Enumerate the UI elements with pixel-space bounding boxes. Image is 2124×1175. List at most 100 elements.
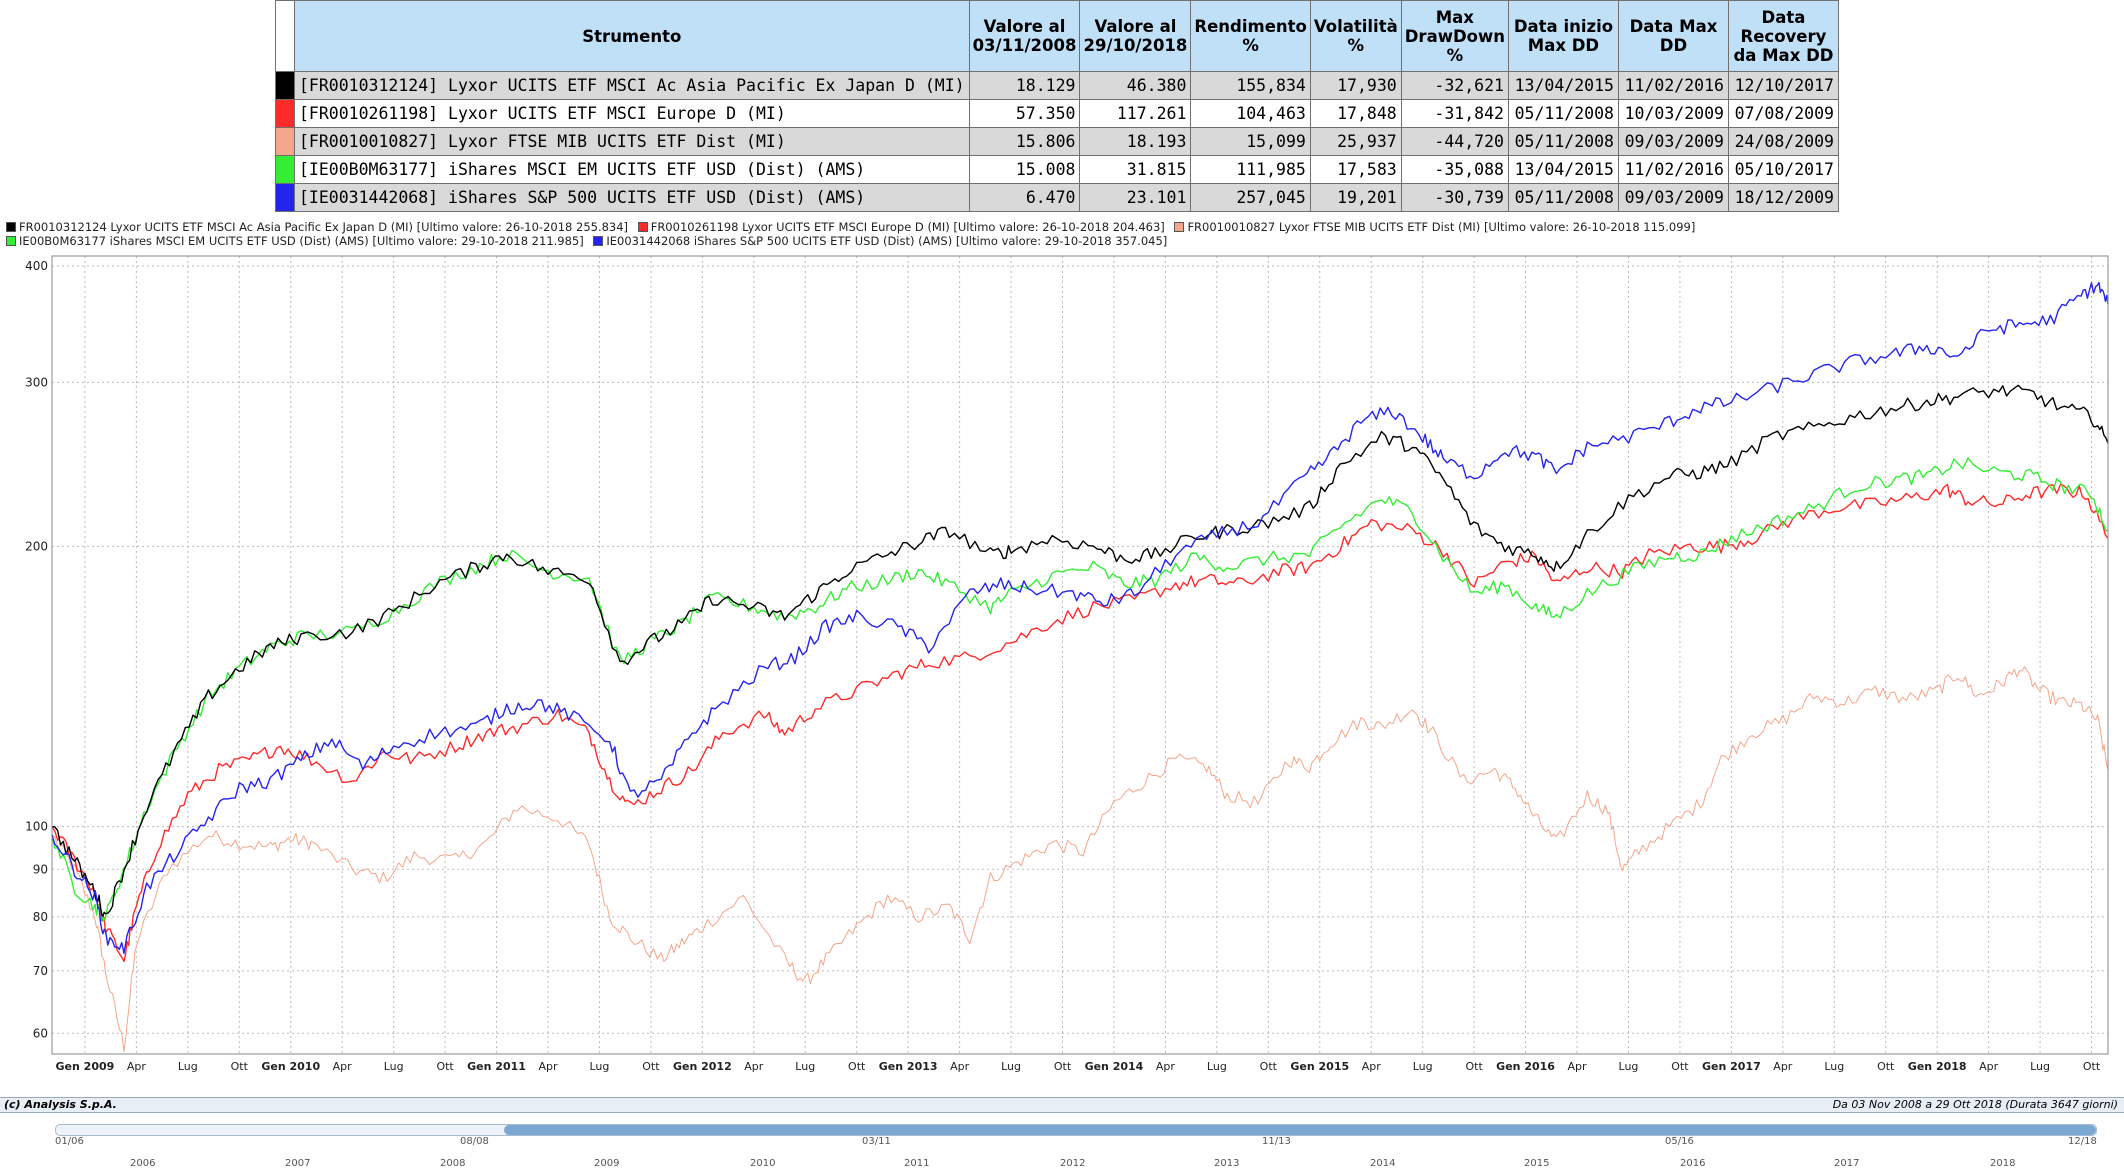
chart-legend: FR0010312124 Lyxor UCITS ETF MSCI Ac Asi… xyxy=(6,220,2116,248)
header-value-start[interactable]: Valore al 03/11/2008 xyxy=(968,0,1081,72)
row-swatch-cell xyxy=(275,99,295,128)
row-maxdd: -32,621 xyxy=(1400,71,1509,100)
y-tick-label: 200 xyxy=(25,539,48,553)
row-maxdd: -35,088 xyxy=(1400,155,1509,184)
row-volatility: 17,583 xyxy=(1309,155,1402,184)
x-tick-label: Apr xyxy=(744,1060,764,1073)
x-tick-label: Lug xyxy=(1001,1060,1021,1073)
x-tick-label: Lug xyxy=(1619,1060,1639,1073)
x-tick-label: Ott xyxy=(436,1060,454,1073)
x-tick-label: Apr xyxy=(1362,1060,1382,1073)
header-volatility[interactable]: Volatilità% xyxy=(1309,0,1402,72)
row-recovery: 12/10/2017 xyxy=(1727,71,1839,100)
chart-series xyxy=(51,281,2109,1053)
legend-entry[interactable]: IE0031442068 iShares S&P 500 UCITS ETF U… xyxy=(593,234,1167,248)
timeline-year-label: 2015 xyxy=(1524,1158,1550,1169)
legend-entry[interactable]: FR0010010827 Lyxor FTSE MIB UCITS ETF Di… xyxy=(1174,220,1695,234)
summary-table: Strumento Valore al 03/11/2008 Valore al 2… xyxy=(275,0,1839,212)
header-dd-start-line1: Data inizio xyxy=(1513,17,1614,36)
timeline-scrollbar[interactable] xyxy=(55,1124,2097,1136)
series-line[interactable] xyxy=(51,281,2109,955)
y-tick-label: 100 xyxy=(25,820,48,834)
timeline-year-label: 2012 xyxy=(1060,1158,1086,1169)
x-tick-label: Ott xyxy=(642,1060,660,1073)
series-line[interactable] xyxy=(51,666,2109,1053)
row-value-end: 46.380 xyxy=(1079,71,1192,100)
header-dd-date-line2: DD xyxy=(1659,36,1688,55)
table-row[interactable]: [IE00B0M63177] iShares MSCI EM UCITS ETF… xyxy=(275,155,1839,184)
plot-frame xyxy=(51,255,2109,1055)
x-axis: Gen 2009 Apr Lug Ott Gen 2010 Apr Lug Ott Gen 20… xyxy=(56,1060,2101,1073)
x-tick-label: Lug xyxy=(795,1060,815,1073)
y-tick-label: 70 xyxy=(33,964,48,978)
legend-entry[interactable]: FR0010312124 Lyxor UCITS ETF MSCI Ac Asi… xyxy=(6,220,628,234)
timeline-year-label: 2014 xyxy=(1370,1158,1396,1169)
x-tick-label: Ott xyxy=(1054,1060,1072,1073)
header-value-end[interactable]: Valore al 29/10/2018 xyxy=(1079,0,1192,72)
timeline-date-label: 11/13 xyxy=(1262,1136,1291,1147)
x-tick-label: Gen 2014 xyxy=(1085,1060,1144,1073)
y-axis: 400 300 200 100 90 80 70 60 xyxy=(25,259,48,1040)
series-line[interactable] xyxy=(51,483,2109,963)
header-maxdd-line1: Max xyxy=(1435,7,1474,27)
timeline-year-label: 2006 xyxy=(130,1158,156,1169)
header-dd-start[interactable]: Data inizio Max DD xyxy=(1507,0,1619,72)
timeline-date-label: 05/16 xyxy=(1665,1136,1694,1147)
series-line[interactable] xyxy=(51,457,2109,923)
row-return: 111,985 xyxy=(1190,155,1311,184)
x-tick-label: Gen 2009 xyxy=(56,1060,115,1073)
header-maxdd[interactable]: Max DrawDown% xyxy=(1400,0,1509,72)
row-dd-date: 11/02/2016 xyxy=(1617,71,1729,100)
series-line[interactable] xyxy=(51,384,2109,917)
header-volatility-line1: Volatilità xyxy=(1313,17,1398,36)
x-tick-label: Gen 2017 xyxy=(1702,1060,1761,1073)
header-value-start-line2: 03/11/2008 xyxy=(972,36,1077,55)
header-volatility-line2: % xyxy=(1347,36,1365,55)
y-tick-label: 60 xyxy=(33,1026,48,1040)
header-dd-date[interactable]: Data Max DD xyxy=(1617,0,1729,72)
row-maxdd: -44,720 xyxy=(1400,127,1509,156)
row-instrument: [IE00B0M63177] iShares MSCI EM UCITS ETF… xyxy=(294,155,970,184)
table-row[interactable]: [FR0010010827] Lyxor FTSE MIB UCITS ETF … xyxy=(275,127,1839,156)
table-row[interactable]: [FR0010312124] Lyxor UCITS ETF MSCI Ac A… xyxy=(275,71,1839,100)
series-color-swatch xyxy=(276,184,294,211)
header-recovery[interactable]: Data Recovery da Max DD xyxy=(1727,0,1839,72)
table-row[interactable]: [IE0031442068] iShares S&P 500 UCITS ETF… xyxy=(275,183,1839,212)
legend-entry[interactable]: IE00B0M63177 iShares MSCI EM UCITS ETF U… xyxy=(6,234,584,248)
header-return[interactable]: Rendimento% xyxy=(1190,0,1311,72)
row-value-end: 31.815 xyxy=(1079,155,1192,184)
header-maxdd-line2: DrawDown xyxy=(1404,26,1505,46)
row-recovery: 07/08/2009 xyxy=(1727,99,1839,128)
row-volatility: 17,848 xyxy=(1309,99,1402,128)
timeline-year-label: 2008 xyxy=(440,1158,466,1169)
row-value-end: 23.101 xyxy=(1079,183,1192,212)
row-instrument: [FR0010261198] Lyxor UCITS ETF MSCI Euro… xyxy=(294,99,970,128)
row-dd-date: 11/02/2016 xyxy=(1617,155,1729,184)
timeline-date-label: 08/08 xyxy=(460,1136,489,1147)
x-tick-label: Gen 2011 xyxy=(467,1060,526,1073)
header-value-end-line1: Valore al xyxy=(1094,17,1177,36)
row-dd-date: 10/03/2009 xyxy=(1617,99,1729,128)
legend-entry[interactable]: FR0010261198 Lyxor UCITS ETF MSCI Europe… xyxy=(637,220,1165,234)
timeline-range-selection[interactable] xyxy=(504,1125,2096,1135)
x-tick-label: Ott xyxy=(1671,1060,1689,1073)
timeline-year-label: 2013 xyxy=(1214,1158,1240,1169)
x-tick-label: Ott xyxy=(848,1060,866,1073)
table-row[interactable]: [FR0010261198] Lyxor UCITS ETF MSCI Euro… xyxy=(275,99,1839,128)
row-swatch-cell xyxy=(275,155,295,184)
header-instrument[interactable]: Strumento xyxy=(294,0,970,72)
timeline-year-label: 2010 xyxy=(750,1158,776,1169)
row-swatch-cell xyxy=(275,127,295,156)
row-instrument: [IE0031442068] iShares S&P 500 UCITS ETF… xyxy=(294,183,970,212)
x-tick-label: Apr xyxy=(127,1060,147,1073)
legend-color-swatch xyxy=(637,222,648,232)
timeline-date-label: 01/06 xyxy=(55,1136,84,1147)
row-volatility: 25,937 xyxy=(1309,127,1402,156)
x-tick-label: Apr xyxy=(1773,1060,1793,1073)
timeline-date-label: 03/11 xyxy=(862,1136,891,1147)
header-value-end-line2: 29/10/2018 xyxy=(1083,36,1188,55)
header-maxdd-line3: % xyxy=(1446,45,1464,65)
header-return-line1: Rendimento xyxy=(1194,17,1307,36)
row-return: 257,045 xyxy=(1190,183,1311,212)
